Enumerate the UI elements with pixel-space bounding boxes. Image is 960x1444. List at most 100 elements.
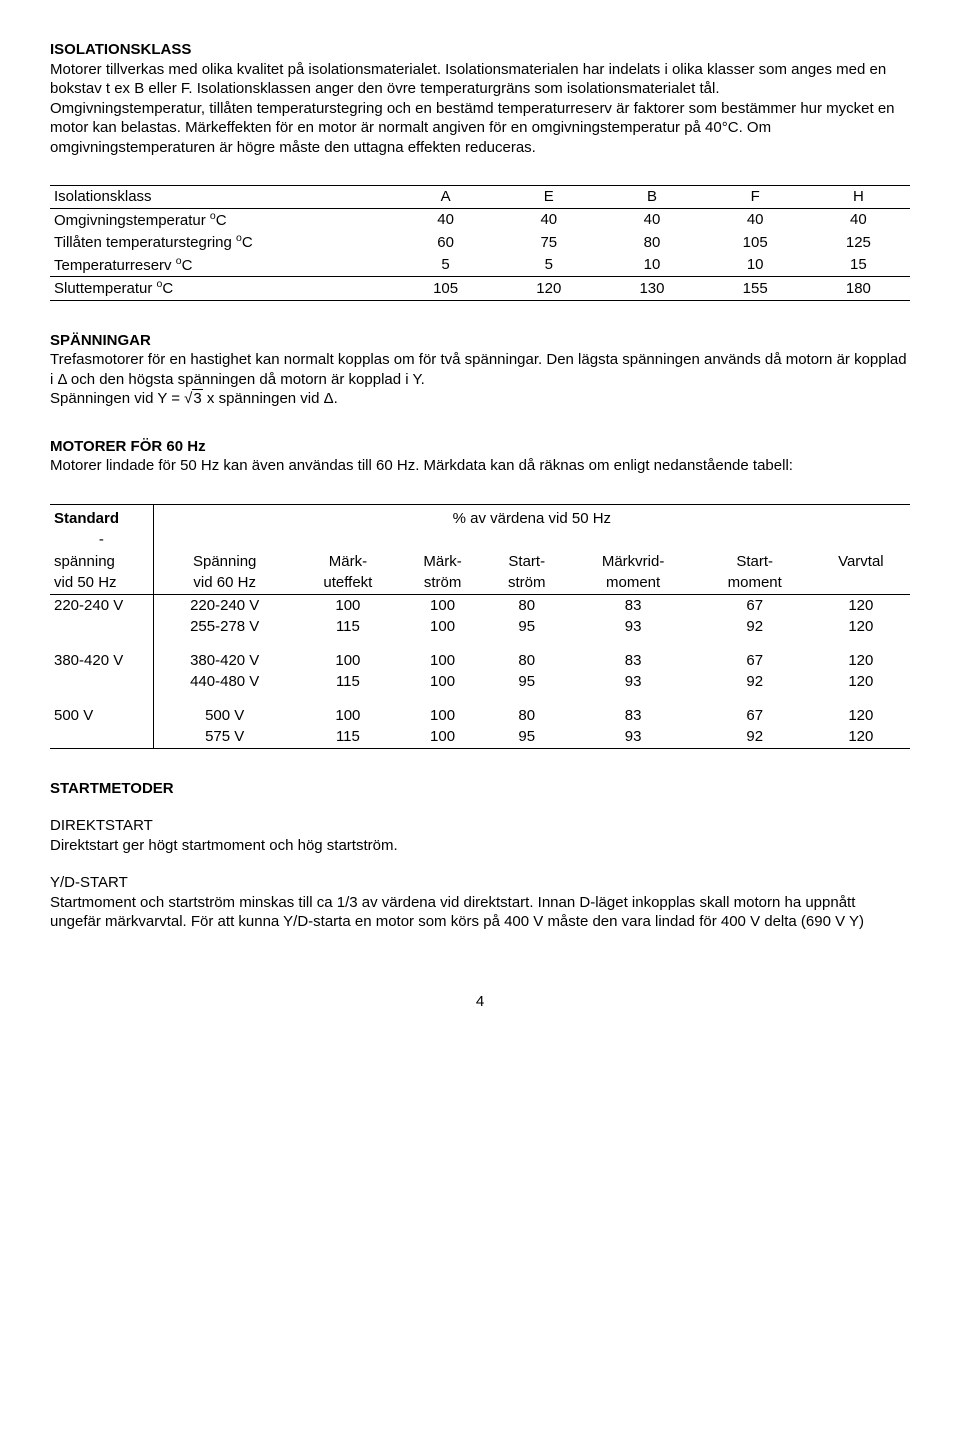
page-number: 4 (50, 992, 910, 1012)
paragraph-isolationsklass: Motorer tillverkas med olika kvalitet på… (50, 60, 910, 158)
table-cell: 40 (497, 208, 600, 231)
table-cell: 100 (400, 705, 485, 727)
section-startmetoder: STARTMETODER DIREKTSTART Direktstart ger… (50, 779, 910, 932)
table-cell: 40 (807, 208, 910, 231)
table-col-header: E (497, 186, 600, 209)
table-cell: 100 (296, 594, 400, 616)
table-cell: 67 (698, 650, 812, 672)
table-cell: 92 (698, 726, 812, 748)
table-cell: 500 V (153, 705, 296, 727)
heading-startmetoder: STARTMETODER (50, 779, 910, 799)
span-post: x spänningen vid Δ. (203, 390, 338, 407)
table-cell: 93 (568, 616, 697, 638)
table-row-label (50, 726, 153, 748)
table-cell: 83 (568, 705, 697, 727)
table-cell: 95 (485, 726, 568, 748)
table-row-label: 220-240 V (50, 594, 153, 616)
table-cell: 67 (698, 705, 812, 727)
table-cell: 100 (400, 594, 485, 616)
table-subhead: moment (568, 572, 697, 594)
table-subhead: ström (485, 572, 568, 594)
table-row-label: Temperaturreserv oC (50, 254, 394, 277)
table-row-label: 500 V (50, 705, 153, 727)
table-cell: 380-420 V (153, 650, 296, 672)
table-cell: 120 (497, 277, 600, 301)
table-col-header: A (394, 186, 497, 209)
table-cell: 95 (485, 616, 568, 638)
table-60hz: Standard% av värdena vid 50 Hz-spänningS… (50, 504, 910, 749)
table-isolationsklass: IsolationsklassAEBFHOmgivningstemperatur… (50, 185, 910, 301)
table-row-label (50, 616, 153, 638)
table-cell: 100 (400, 726, 485, 748)
table-cell: 100 (400, 616, 485, 638)
table-cell: 100 (296, 650, 400, 672)
table-subhead: Märk- (400, 551, 485, 573)
table-subhead: Start- (485, 551, 568, 573)
table-cell: 100 (400, 671, 485, 693)
table-cell: 575 V (153, 726, 296, 748)
table-cell: 83 (568, 650, 697, 672)
table-cell: 67 (698, 594, 812, 616)
table-head-left: Standard (50, 504, 153, 529)
table-cell: 40 (600, 208, 703, 231)
span-pre: Spänningen vid Y = (50, 390, 184, 407)
section-motorer60: MOTORER FÖR 60 Hz Motorer lindade för 50… (50, 437, 910, 476)
heading-spanningar: SPÄNNINGAR (50, 331, 910, 351)
table-subhead: spänning (50, 551, 153, 573)
table-subhead: Märk- (296, 551, 400, 573)
table-cell: 120 (812, 705, 910, 727)
table-cell: 93 (568, 671, 697, 693)
table-cell: 92 (698, 671, 812, 693)
heading-direktstart: DIREKTSTART (50, 816, 910, 836)
table-cell: 115 (296, 616, 400, 638)
table-cell: 220-240 V (153, 594, 296, 616)
table-cell: 80 (485, 650, 568, 672)
table-cell: 130 (600, 277, 703, 301)
section-isolationsklass: ISOLATIONSKLASS Motorer tillverkas med o… (50, 40, 910, 157)
table-cell: 100 (400, 650, 485, 672)
table-subhead: vid 60 Hz (153, 572, 296, 594)
paragraph-spanningar-2: Spänningen vid Y = 3 x spänningen vid Δ. (50, 389, 910, 409)
table-cell: 80 (600, 231, 703, 254)
table-subhead: Spänning (153, 551, 296, 573)
paragraph-motorer60: Motorer lindade för 50 Hz kan även använ… (50, 456, 910, 476)
table-head-right: % av värdena vid 50 Hz (153, 504, 910, 529)
heading-ydstart: Y/D-START (50, 873, 910, 893)
table-head-dash: - (50, 529, 153, 551)
table-cell: 155 (704, 277, 807, 301)
table-cell: 92 (698, 616, 812, 638)
table-cell: 255-278 V (153, 616, 296, 638)
table-cell: 95 (485, 671, 568, 693)
table-row-label: Tillåten temperaturstegring oC (50, 231, 394, 254)
table-subhead: Varvtal (812, 551, 910, 573)
table-subhead: uteffekt (296, 572, 400, 594)
table-subhead: Start- (698, 551, 812, 573)
table-cell: 80 (485, 705, 568, 727)
paragraph-ydstart: Startmoment och startström minskas till … (50, 893, 910, 932)
table-cell: 93 (568, 726, 697, 748)
heading-motorer60: MOTORER FÖR 60 Hz (50, 437, 910, 457)
table-cell: 120 (812, 616, 910, 638)
table-row-label: 380-420 V (50, 650, 153, 672)
heading-isolationsklass: ISOLATIONSKLASS (50, 40, 910, 60)
table-row-label: Omgivningstemperatur oC (50, 208, 394, 231)
table-cell: 75 (497, 231, 600, 254)
table-cell: 120 (812, 671, 910, 693)
table-row-label (50, 671, 153, 693)
table-cell: 83 (568, 594, 697, 616)
table-cell: 105 (394, 277, 497, 301)
table-subhead: Märkvrid- (568, 551, 697, 573)
table-row-label: Sluttemperatur oC (50, 277, 394, 301)
table-cell: 100 (296, 705, 400, 727)
paragraph-spanningar-1: Trefasmotorer för en hastighet kan norma… (50, 350, 910, 389)
table-cell: 120 (812, 650, 910, 672)
table-row-label: Isolationsklass (50, 186, 394, 209)
table-cell: 5 (394, 254, 497, 277)
table-subhead (812, 572, 910, 594)
table-cell: 10 (704, 254, 807, 277)
table-subhead: ström (400, 572, 485, 594)
table-col-header: B (600, 186, 703, 209)
section-spanningar: SPÄNNINGAR Trefasmotorer för en hastighe… (50, 331, 910, 409)
table-cell: 120 (812, 726, 910, 748)
table-cell: 440-480 V (153, 671, 296, 693)
